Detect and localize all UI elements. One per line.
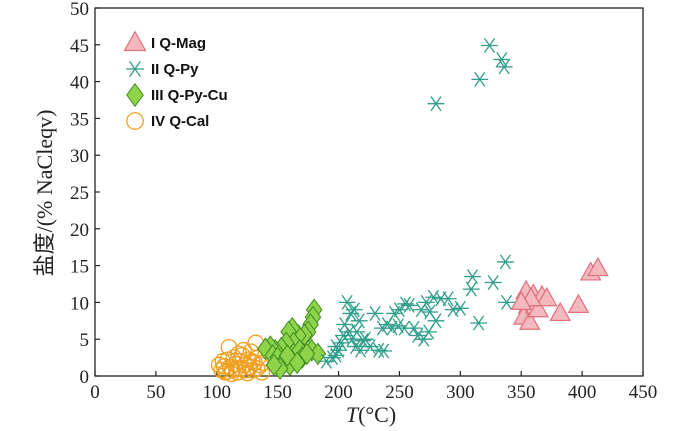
y-tick-label: 5: [80, 330, 90, 351]
y-tick-label: 25: [70, 183, 89, 204]
data-point: [366, 305, 384, 321]
y-tick-label: 20: [70, 220, 89, 241]
data-point: [518, 310, 541, 330]
data-point: [248, 360, 266, 377]
data-point: [567, 293, 590, 313]
x-tick-label: 150: [263, 382, 292, 403]
x-axis-title-italic: T: [346, 402, 360, 427]
data-point: [495, 59, 513, 75]
data-point: [253, 363, 271, 381]
legend-label: III Q-Py-Cu: [151, 87, 228, 104]
x-tick-label: 200: [324, 382, 353, 403]
data-point: [409, 328, 427, 344]
y-tick-label: 15: [70, 257, 89, 278]
legend-label: I Q-Mag: [151, 35, 206, 52]
data-point: [484, 275, 502, 291]
data-point: [216, 363, 234, 381]
data-point: [471, 71, 489, 87]
data-point: [317, 353, 335, 369]
data-point: [481, 38, 498, 54]
y-tick-label: 10: [70, 293, 89, 314]
x-tick-label: 50: [146, 382, 165, 403]
legend: I Q-Mag II Q-Py III Q-Py-Cu IV Q-Cal: [123, 30, 228, 130]
x-tick-label: 100: [203, 382, 232, 403]
x-axis-title-unit: (°C): [358, 402, 396, 427]
x-axis-title: T(°C): [346, 402, 396, 427]
series-circle: [210, 334, 272, 383]
data-point: [535, 286, 558, 307]
y-tick-label: 45: [70, 36, 89, 57]
x-tick-label: 450: [629, 382, 658, 403]
data-point: [342, 305, 360, 321]
y-tick-label: 30: [70, 146, 89, 167]
data-point: [427, 96, 445, 112]
x-tick-label: 350: [507, 382, 536, 403]
x-tick-label: 300: [446, 382, 475, 403]
data-point: [587, 256, 609, 277]
data-point: [227, 360, 245, 377]
data-point: [412, 302, 430, 318]
data-point: [223, 365, 240, 383]
data-point: [510, 290, 533, 310]
legend-marker: [126, 60, 144, 78]
data-point: [549, 301, 572, 322]
legend-marker: [123, 30, 147, 52]
y-tick-label: 35: [70, 109, 89, 130]
data-point: [444, 302, 462, 318]
data-point: [309, 342, 327, 366]
data-point: [288, 351, 306, 375]
data-point: [373, 320, 391, 336]
legend-marker: [126, 112, 144, 130]
data-point: [464, 269, 481, 285]
y-tick-label: 0: [80, 367, 90, 388]
x-tick-label: 0: [90, 382, 100, 403]
data-point: [338, 294, 356, 310]
data-points: [210, 38, 609, 383]
data-point: [375, 343, 393, 359]
axis-ticks: 0 50 100 150 200 250 300 350 400 450 0 5 10 15 20 25 30 3…: [70, 0, 657, 403]
data-point: [427, 313, 445, 329]
series-triangle: [510, 256, 609, 330]
series-star: [317, 38, 516, 369]
data-point: [462, 281, 480, 297]
y-tick-label: 50: [70, 0, 89, 20]
data-point: [498, 294, 516, 310]
x-tick-label: 250: [385, 382, 414, 403]
legend-marker: [126, 82, 144, 108]
data-point: [397, 296, 414, 312]
data-point: [389, 318, 407, 334]
data-point: [350, 313, 368, 329]
data-point: [265, 353, 283, 377]
data-point: [527, 298, 550, 318]
y-tick-label: 40: [70, 73, 89, 94]
series-diamond: [257, 298, 327, 380]
data-point: [298, 342, 316, 366]
data-point: [352, 342, 369, 358]
data-point: [420, 324, 438, 340]
data-point: [324, 350, 341, 366]
data-point: [395, 320, 413, 336]
y-axis-title: 盐度/(% NaCleqv): [32, 110, 57, 277]
data-point: [470, 315, 487, 331]
data-point: [335, 328, 352, 344]
legend-label: IV Q-Cal: [151, 113, 209, 130]
data-point: [356, 331, 374, 347]
data-point: [496, 254, 514, 270]
data-point: [493, 52, 511, 68]
legend-label: II Q-Py: [151, 61, 199, 78]
x-tick-label: 400: [568, 382, 597, 403]
